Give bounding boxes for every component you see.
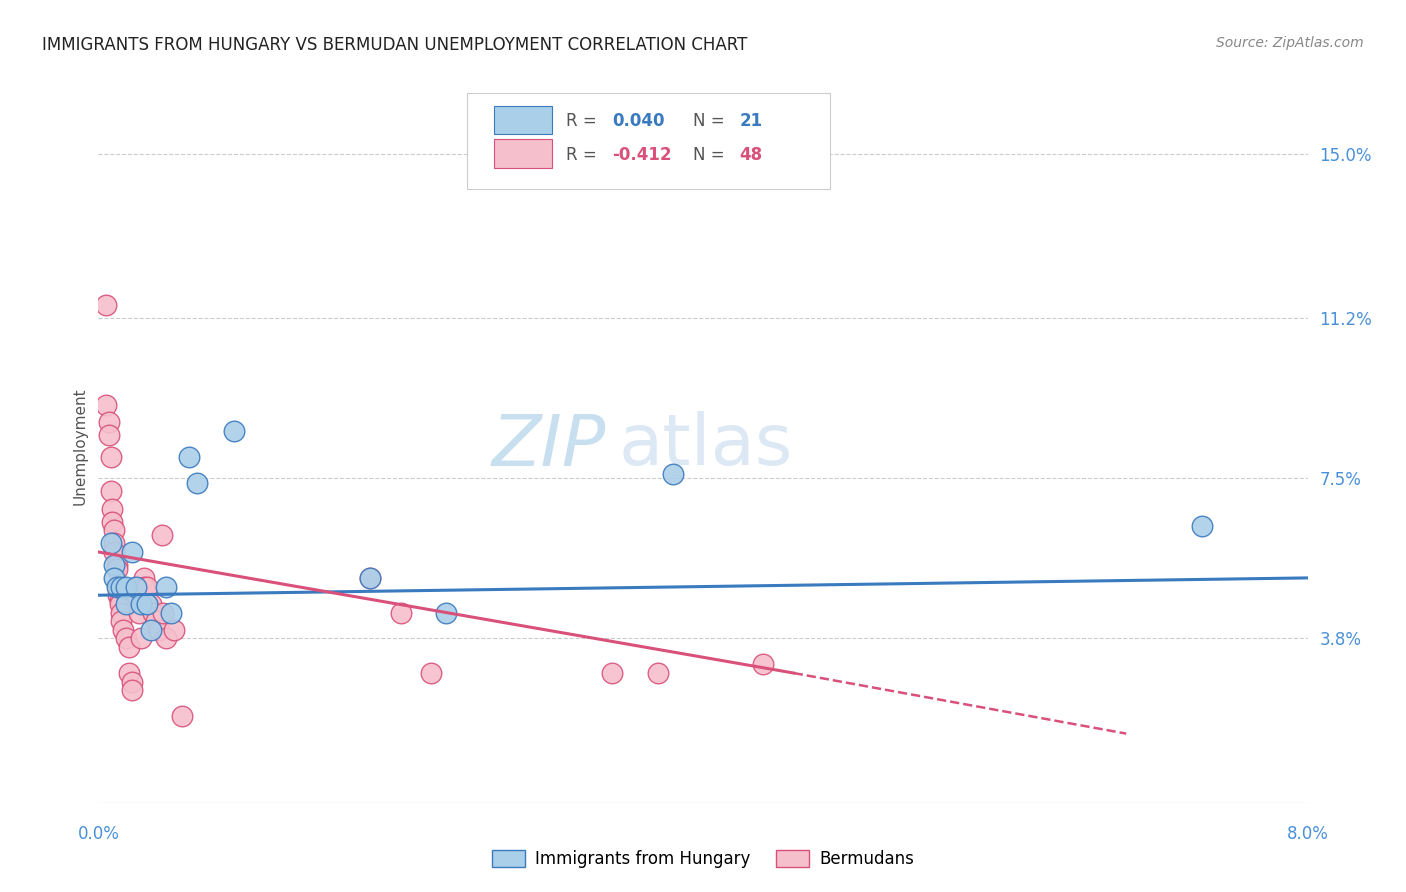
Point	[152, 606, 174, 620]
Point	[160, 606, 183, 620]
Point	[434, 606, 457, 620]
Text: 21: 21	[740, 112, 762, 130]
Text: ZIP: ZIP	[492, 411, 606, 481]
Legend: Immigrants from Hungary, Bermudans: Immigrants from Hungary, Bermudans	[485, 843, 921, 875]
Point	[103, 545, 125, 559]
FancyBboxPatch shape	[467, 93, 830, 189]
Point	[662, 467, 685, 482]
Point	[142, 606, 165, 620]
Text: R =: R =	[567, 112, 602, 130]
Point	[118, 666, 141, 681]
Point	[420, 666, 443, 681]
Point	[136, 597, 159, 611]
Point	[125, 580, 148, 594]
Text: R =: R =	[567, 146, 602, 164]
Point	[107, 588, 129, 602]
Point	[100, 484, 122, 499]
Point	[105, 580, 128, 594]
Point	[114, 597, 136, 611]
Point	[103, 558, 125, 572]
Point	[118, 640, 141, 654]
Point	[179, 450, 201, 464]
Point	[103, 536, 125, 550]
Point	[155, 580, 177, 594]
Point	[129, 597, 152, 611]
Point	[224, 424, 246, 438]
Point	[114, 632, 136, 646]
Point	[360, 571, 382, 585]
FancyBboxPatch shape	[494, 105, 553, 134]
Text: IMMIGRANTS FROM HUNGARY VS BERMUDAN UNEMPLOYMENT CORRELATION CHART: IMMIGRANTS FROM HUNGARY VS BERMUDAN UNEM…	[42, 36, 748, 54]
Point	[110, 580, 132, 594]
Point	[121, 545, 143, 559]
Point	[101, 515, 124, 529]
Point	[108, 592, 131, 607]
Point	[94, 298, 117, 312]
Point	[111, 623, 134, 637]
Text: 0.0%: 0.0%	[77, 825, 120, 843]
Point	[141, 623, 163, 637]
Point	[135, 597, 157, 611]
Point	[114, 580, 136, 594]
Point	[100, 536, 122, 550]
Point	[360, 571, 382, 585]
Point	[145, 614, 167, 628]
Point	[125, 588, 148, 602]
Point	[125, 580, 148, 594]
Point	[752, 657, 775, 672]
Text: 0.040: 0.040	[613, 112, 665, 130]
FancyBboxPatch shape	[494, 139, 553, 168]
Text: -0.412: -0.412	[613, 146, 672, 164]
Point	[105, 558, 128, 572]
Point	[101, 501, 124, 516]
Point	[105, 562, 128, 576]
Y-axis label: Unemployment: Unemployment	[72, 387, 87, 505]
Point	[121, 683, 143, 698]
Point	[103, 571, 125, 585]
Point	[103, 524, 125, 538]
Point	[647, 666, 669, 681]
Point	[94, 398, 117, 412]
Point	[148, 623, 170, 637]
Point	[150, 527, 173, 541]
Point	[132, 571, 155, 585]
Text: N =: N =	[693, 112, 730, 130]
Point	[108, 597, 131, 611]
Point	[186, 475, 208, 490]
Point	[389, 606, 412, 620]
Point	[100, 450, 122, 464]
Text: N =: N =	[693, 146, 730, 164]
Text: Source: ZipAtlas.com: Source: ZipAtlas.com	[1216, 36, 1364, 50]
Point	[1191, 519, 1213, 533]
Point	[155, 632, 177, 646]
Point	[128, 606, 150, 620]
Point	[163, 623, 186, 637]
Text: 48: 48	[740, 146, 762, 164]
Point	[135, 580, 157, 594]
Point	[98, 415, 121, 429]
Point	[129, 632, 152, 646]
Point	[132, 580, 155, 594]
Point	[141, 597, 163, 611]
Point	[110, 606, 132, 620]
Point	[602, 666, 624, 681]
Point	[170, 709, 193, 723]
Text: atlas: atlas	[619, 411, 793, 481]
Point	[98, 428, 121, 442]
Point	[121, 674, 143, 689]
Text: 8.0%: 8.0%	[1286, 825, 1329, 843]
Point	[107, 580, 129, 594]
Point	[110, 614, 132, 628]
